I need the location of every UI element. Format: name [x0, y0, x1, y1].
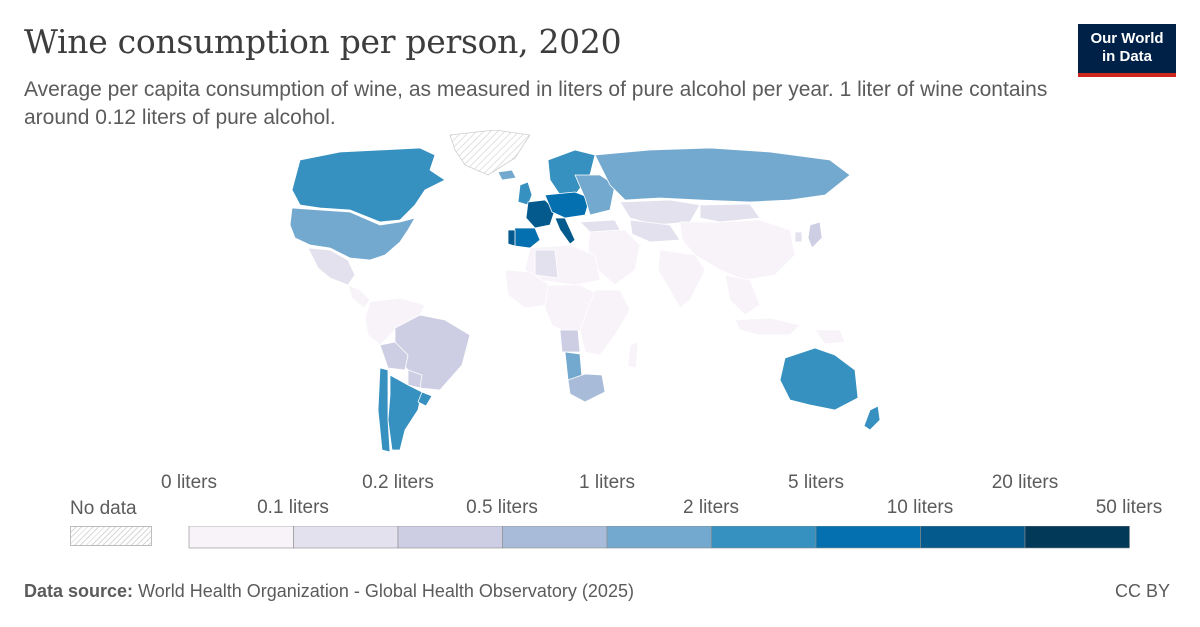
legend-bin-2[interactable] — [397, 526, 503, 549]
region-turkey[interactable] — [579, 219, 621, 233]
region-canada[interactable] — [291, 147, 446, 223]
region-central-asia[interactable] — [629, 219, 681, 243]
legend-tick-8: 20 liters — [991, 472, 1059, 493]
chart-title: Wine consumption per person, 2020 — [24, 22, 622, 61]
legend-tick-5: 2 liters — [683, 497, 739, 518]
no-data-swatch[interactable] — [70, 526, 152, 546]
legend-tick-9: 50 liters — [1095, 497, 1163, 518]
region-uruguay[interactable] — [417, 391, 433, 407]
region-portugal[interactable] — [507, 229, 516, 247]
legend-bin-3[interactable] — [502, 526, 608, 549]
region-central-america[interactable] — [347, 284, 371, 309]
logo-line-1: Our World — [1090, 30, 1164, 47]
legend-tick-7: 10 liters — [886, 497, 954, 518]
region-iceland[interactable] — [497, 169, 517, 181]
legend-bin-8[interactable] — [1024, 526, 1130, 549]
region-russia[interactable] — [594, 147, 851, 203]
region-eastern-europe[interactable] — [574, 174, 616, 216]
region-australia[interactable] — [779, 347, 859, 411]
region-south-africa[interactable] — [567, 373, 606, 403]
legend-tick-0: 0 liters — [161, 472, 217, 493]
legend-tick-6: 5 liters — [788, 472, 844, 493]
region-japan[interactable] — [807, 221, 823, 249]
region-southeast-asia[interactable] — [724, 274, 761, 316]
legend-tick-3: 0.5 liters — [466, 497, 538, 518]
region-bolivia[interactable] — [379, 341, 409, 371]
region-greenland[interactable] — [449, 130, 531, 176]
region-united-kingdom[interactable] — [517, 181, 533, 206]
data-source-label: Data source: — [24, 581, 134, 601]
region-paraguay[interactable] — [407, 369, 423, 389]
region-papua-new-guinea[interactable] — [814, 329, 846, 345]
region-chile[interactable] — [377, 367, 391, 453]
region-china[interactable] — [679, 219, 796, 281]
region-brazil[interactable] — [394, 314, 471, 391]
region-south-korea[interactable] — [794, 231, 803, 243]
region-algeria[interactable] — [534, 249, 559, 279]
chart-subtitle: Average per capita consumption of wine, … — [24, 78, 1048, 129]
region-italy[interactable] — [554, 217, 576, 245]
legend-tick-2: 0.2 liters — [362, 472, 434, 493]
region-spain[interactable] — [511, 227, 541, 249]
region-france[interactable] — [525, 199, 556, 229]
data-source: Data source: World Health Organization -… — [24, 581, 634, 602]
legend-bin-1[interactable] — [293, 526, 399, 549]
legend-tick-1: 0.1 liters — [257, 497, 329, 518]
legend-bin-0[interactable] — [188, 526, 294, 549]
license[interactable]: CC BY — [1114, 581, 1170, 601]
region-argentina[interactable] — [387, 374, 423, 451]
data-source-text[interactable]: World Health Organization - Global Healt… — [138, 581, 634, 601]
region-east-africa[interactable] — [579, 289, 631, 356]
world-map[interactable] — [230, 130, 910, 460]
region-mexico[interactable] — [307, 247, 356, 286]
region-indonesia[interactable] — [734, 317, 801, 336]
legend-bin-5[interactable] — [711, 526, 817, 549]
region-angola[interactable] — [559, 329, 581, 353]
region-madagascar[interactable] — [627, 341, 639, 369]
region-united-states[interactable] — [289, 207, 416, 261]
region-central-europe[interactable] — [544, 191, 591, 219]
legend-bin-7[interactable] — [920, 526, 1026, 549]
region-new-zealand[interactable] — [863, 405, 881, 431]
legend-bin-4[interactable] — [606, 526, 712, 549]
logo-line-2: in Data — [1101, 48, 1152, 65]
region-india[interactable] — [657, 249, 706, 309]
owid-logo[interactable]: Our World in Data — [1078, 24, 1176, 77]
legend-bin-6[interactable] — [815, 526, 921, 549]
no-data-label: No data — [70, 498, 137, 519]
legend-color-bar[interactable] — [188, 526, 1132, 550]
legend-tick-4: 1 liters — [579, 472, 635, 493]
region-mongolia[interactable] — [699, 203, 761, 223]
